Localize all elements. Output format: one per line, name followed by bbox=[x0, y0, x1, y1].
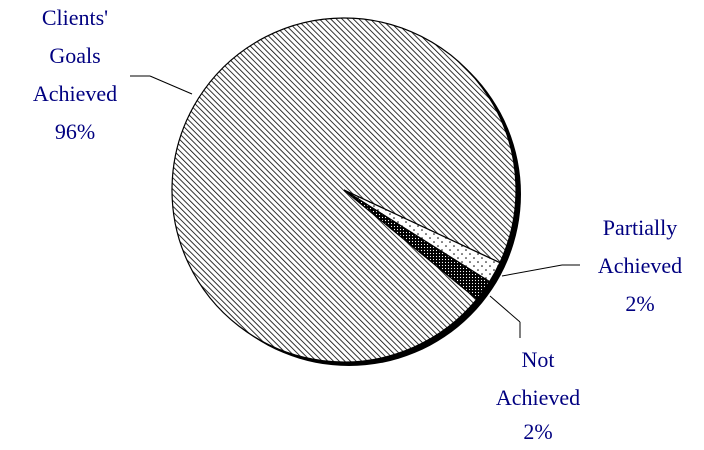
pie-slice bbox=[343, 189, 491, 301]
leader-line bbox=[489, 295, 521, 323]
leader-line bbox=[149, 75, 193, 95]
value-label: 2% bbox=[523, 419, 552, 444]
leader-line bbox=[501, 264, 563, 277]
category-label: Clients' Goals Achieved bbox=[33, 5, 117, 106]
slices bbox=[171, 17, 517, 363]
category-label: Partially Achieved bbox=[598, 215, 682, 278]
value-label: 96% bbox=[55, 119, 95, 144]
value-label: 2% bbox=[625, 291, 654, 316]
category-label: Not Achieved bbox=[496, 347, 580, 410]
labels: Clients' Goals Achieved 96% Partially Achieve… bbox=[33, 5, 682, 444]
